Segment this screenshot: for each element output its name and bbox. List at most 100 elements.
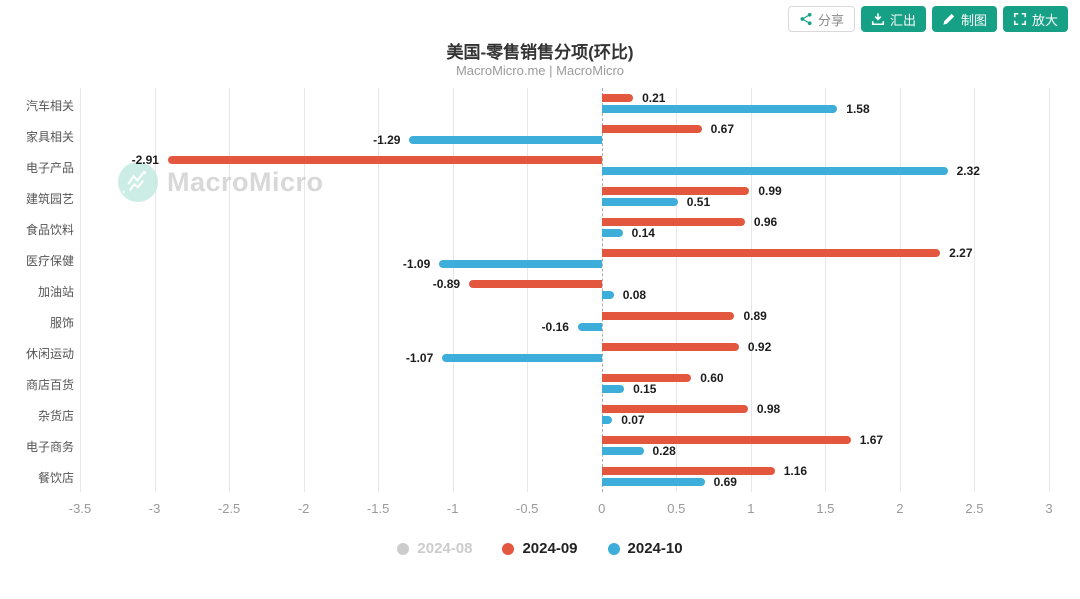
value-label: 0.67 [710, 122, 734, 137]
bar-2024-09[interactable] [167, 156, 602, 165]
value-label: 0.92 [747, 339, 772, 354]
bar-2024-09[interactable] [601, 435, 851, 444]
bar-2024-10[interactable] [442, 353, 602, 362]
category-label: 电子产品 [25, 160, 74, 175]
x-tick-label: 0.5 [667, 501, 686, 516]
gridline [750, 88, 752, 492]
legend: 2024-08 2024-09 2024-10 [0, 540, 1080, 557]
value-label: 0.89 [743, 308, 767, 323]
bar-2024-10[interactable] [601, 446, 644, 455]
export-button[interactable]: 汇出 [860, 6, 926, 32]
toolbar: 分享 汇出 制图 放大 [787, 6, 1068, 32]
value-label: 2.32 [956, 164, 980, 179]
x-tick-label: 2.5 [965, 501, 984, 516]
bar-2024-10[interactable] [601, 291, 614, 300]
bar-2024-10[interactable] [601, 384, 625, 393]
legend-label: 2024-08 [417, 540, 473, 557]
x-tick-label: -3.5 [68, 501, 92, 516]
gridline [899, 88, 901, 492]
bar-2024-10[interactable] [409, 136, 602, 145]
x-tick-label: -1.5 [366, 501, 390, 516]
page-title: 美国-零售销售分项(环比) [446, 43, 634, 62]
draw-button[interactable]: 制图 [931, 6, 997, 32]
bar-2024-10[interactable] [601, 229, 623, 238]
bar-2024-09[interactable] [469, 280, 602, 289]
bar-2024-09[interactable] [601, 373, 692, 382]
category-label: 电子商务 [25, 440, 74, 455]
legend-item-2024-10[interactable]: 2024-10 [607, 540, 683, 557]
value-label: -1.09 [402, 257, 431, 272]
category-label: 家具相关 [25, 129, 74, 144]
download-icon [871, 12, 885, 26]
value-label: 0.98 [756, 401, 781, 416]
gridline [974, 88, 976, 492]
draw-button-label: 制图 [960, 12, 987, 28]
bar-2024-09[interactable] [601, 218, 745, 227]
share-button[interactable]: 分享 [787, 6, 855, 32]
zoom-button[interactable]: 放大 [1002, 6, 1068, 32]
value-label: -2.91 [131, 153, 159, 168]
gridline [527, 88, 529, 492]
bar-2024-10[interactable] [601, 105, 838, 113]
bar-2024-10[interactable] [577, 322, 602, 331]
value-label: -0.89 [432, 277, 461, 292]
plot-area: 0.21 1.58 0.67 -1.29 -2.91 2.32 0.99 0.51 0.96 0.… [80, 88, 1050, 492]
value-label: -0.16 [541, 319, 569, 334]
gridline [154, 88, 156, 492]
value-label: 0.99 [758, 184, 782, 199]
category-label: 休闲运动 [25, 347, 74, 362]
legend-label: 2024-09 [522, 540, 578, 557]
zero-line [601, 88, 603, 492]
zoom-button-label: 放大 [1031, 12, 1058, 28]
value-label: 0.69 [713, 474, 737, 489]
value-label: 0.51 [686, 195, 711, 210]
bar-2024-09[interactable] [601, 94, 634, 102]
gridline [378, 88, 380, 492]
bar-2024-10[interactable] [601, 198, 678, 207]
bar-2024-09[interactable] [601, 311, 735, 320]
category-label: 商店百货 [25, 378, 74, 393]
bar-2024-10[interactable] [601, 167, 948, 176]
bar-2024-10[interactable] [601, 415, 613, 424]
gridline [303, 88, 305, 492]
bar-2024-09[interactable] [601, 187, 750, 196]
category-axis: 汽车相关 家具相关 电子产品 建筑园艺 食品饮料 医疗保健 加油站 服饰 休闲运动 商店百货 杂货店… [0, 88, 74, 492]
pencil-icon [942, 12, 956, 26]
category-label: 加油站 [37, 285, 74, 299]
legend-item-2024-09[interactable]: 2024-09 [502, 540, 578, 557]
x-tick-label: -3 [148, 501, 161, 516]
legend-item-2024-08[interactable]: 2024-08 [397, 540, 472, 557]
x-tick-label: -2 [297, 501, 310, 516]
category-label: 建筑园艺 [25, 191, 74, 206]
bar-2024-09[interactable] [601, 249, 941, 258]
category-label: 汽车相关 [25, 98, 74, 113]
gridline [452, 88, 454, 492]
bar-2024-09[interactable] [601, 466, 775, 475]
value-label: 0.14 [631, 226, 655, 241]
value-label: 0.21 [642, 91, 666, 105]
bar-2024-10[interactable] [601, 477, 705, 486]
share-button-label: 分享 [817, 12, 844, 28]
legend-dot-icon [397, 542, 410, 555]
bar-2024-10[interactable] [439, 260, 602, 269]
value-label: -1.29 [373, 133, 401, 148]
value-label: 0.96 [753, 215, 778, 230]
value-label: 0.08 [622, 288, 647, 303]
value-label: 2.27 [949, 246, 973, 261]
category-label: 餐饮店 [37, 471, 74, 486]
bar-2024-09[interactable] [601, 342, 739, 351]
value-label: 1.67 [859, 432, 884, 447]
legend-label: 2024-10 [627, 540, 683, 557]
bar-2024-09[interactable] [601, 125, 702, 134]
expand-icon [1013, 12, 1027, 26]
x-tick-label: 2 [896, 501, 904, 516]
bar-2024-09[interactable] [601, 404, 748, 413]
value-label: -1.07 [405, 350, 434, 365]
gridline [1049, 88, 1050, 492]
chart-subtitle: MacroMicro.me | MacroMicro [455, 63, 625, 78]
value-label: 0.15 [633, 381, 657, 396]
legend-dot-icon [607, 542, 620, 555]
x-tick-label: -2.5 [217, 501, 241, 516]
gridline [825, 88, 827, 492]
